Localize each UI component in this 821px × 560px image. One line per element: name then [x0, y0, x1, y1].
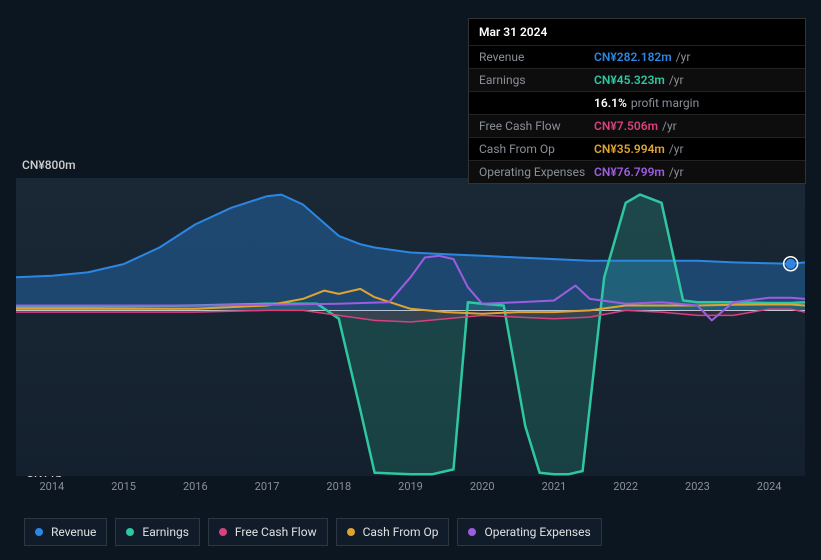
tooltip-row-value: CN¥7.506m — [594, 119, 658, 133]
legend-label: Earnings — [142, 525, 189, 539]
xaxis-tick: 2021 — [542, 480, 567, 493]
plot-area[interactable] — [16, 178, 805, 476]
xaxis-tick: 2023 — [685, 480, 710, 493]
tooltip-row-label: Free Cash Flow — [479, 119, 594, 133]
legend-item-revenue[interactable]: Revenue — [24, 518, 107, 546]
tooltip-row: Cash From OpCN¥35.994m/yr — [469, 137, 805, 160]
legend-swatch — [468, 528, 476, 536]
xaxis-tick: 2024 — [757, 480, 782, 493]
tooltip-row-unit: /yr — [669, 165, 684, 179]
tooltip-row-value: 16.1% — [594, 96, 627, 110]
series-fill-earnings — [16, 195, 805, 475]
tooltip-row-label — [479, 96, 594, 110]
legend-swatch — [347, 528, 355, 536]
tooltip-row-label: Operating Expenses — [479, 165, 594, 179]
tooltip-row: EarningsCN¥45.323m/yr — [469, 68, 805, 91]
yaxis-label-top: CN¥800m — [22, 158, 76, 172]
series-fill-fcf — [16, 309, 805, 322]
tooltip-row-unit: /yr — [676, 50, 691, 64]
marker-dot — [786, 259, 796, 269]
xaxis-tick: 2018 — [326, 480, 351, 493]
legend-swatch — [35, 528, 43, 536]
tooltip-row: 16.1% profit margin — [469, 91, 805, 114]
legend-label: Revenue — [51, 525, 96, 539]
tooltip-row-label: Earnings — [479, 73, 594, 87]
chart-tooltip: Mar 31 2024 RevenueCN¥282.182m/yrEarning… — [468, 18, 806, 184]
tooltip-row-value: CN¥35.994m — [594, 142, 665, 156]
tooltip-row-unit: /yr — [669, 142, 684, 156]
tooltip-row-label: Cash From Op — [479, 142, 594, 156]
legend-item-fcf[interactable]: Free Cash Flow — [208, 518, 328, 546]
tooltip-row: Free Cash FlowCN¥7.506m/yr — [469, 114, 805, 137]
tooltip-row-label: Revenue — [479, 50, 594, 64]
xaxis-tick: 2017 — [255, 480, 280, 493]
xaxis-tick: 2020 — [470, 480, 495, 493]
legend-label: Operating Expenses — [484, 525, 590, 539]
legend-swatch — [126, 528, 134, 536]
tooltip-row: RevenueCN¥282.182m/yr — [469, 45, 805, 68]
legend: Revenue Earnings Free Cash Flow Cash From O… — [24, 518, 602, 546]
xaxis-tick: 2016 — [183, 480, 208, 493]
financials-chart: CN¥800m CN¥0 -CN¥1b 20142015201620172018… — [16, 160, 805, 500]
chart-svg — [16, 178, 805, 476]
tooltip-row-value: CN¥282.182m — [594, 50, 672, 64]
xaxis-tick: 2015 — [111, 480, 136, 493]
xaxis-tick: 2014 — [39, 480, 64, 493]
legend-item-earnings[interactable]: Earnings — [115, 518, 200, 546]
tooltip-date: Mar 31 2024 — [469, 19, 805, 45]
legend-swatch — [219, 528, 227, 536]
tooltip-row-unit: profit margin — [631, 96, 699, 110]
tooltip-row-value: CN¥45.323m — [594, 73, 665, 87]
tooltip-row: Operating ExpensesCN¥76.799m/yr — [469, 160, 805, 183]
xaxis-tick: 2022 — [613, 480, 638, 493]
legend-item-opex[interactable]: Operating Expenses — [457, 518, 601, 546]
tooltip-row-unit: /yr — [669, 73, 684, 87]
legend-label: Cash From Op — [363, 525, 439, 539]
tooltip-row-value: CN¥76.799m — [594, 165, 665, 179]
xaxis-tick: 2019 — [398, 480, 423, 493]
legend-item-cfo[interactable]: Cash From Op — [336, 518, 450, 546]
tooltip-row-unit: /yr — [662, 119, 677, 133]
legend-label: Free Cash Flow — [235, 525, 317, 539]
xaxis: 2014 2015 2016 2017 2018 2019 2020 2021 2022 2023… — [16, 480, 805, 500]
